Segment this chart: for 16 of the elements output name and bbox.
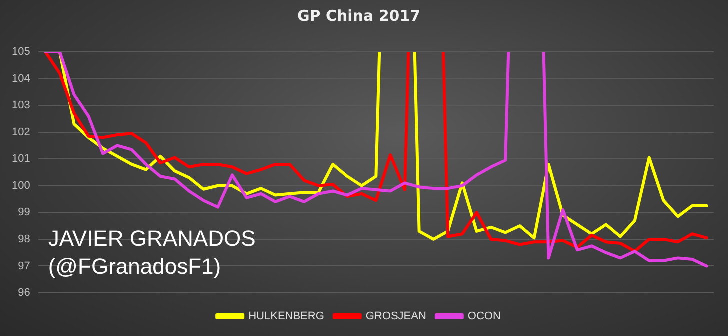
legend-label: OCON xyxy=(468,310,501,323)
annotation: JAVIER GRANADOS xyxy=(48,226,256,251)
y-tick-label: 96 xyxy=(18,287,30,300)
y-tick-label: 100 xyxy=(12,180,30,192)
y-tick-label: 102 xyxy=(12,126,30,138)
y-tick-label: 99 xyxy=(18,206,30,219)
legend-label: HULKENBERG xyxy=(248,310,324,323)
chart-title: GP China 2017 xyxy=(297,6,421,25)
legend-label: GROSJEAN xyxy=(366,310,426,323)
y-tick-label: 98 xyxy=(18,233,30,246)
y-tick-label: 105 xyxy=(12,46,30,58)
y-tick-label: 101 xyxy=(12,153,30,166)
annotation: (@FGranadosF1) xyxy=(48,254,222,279)
y-tick-label: 103 xyxy=(12,100,30,112)
y-tick-label: 104 xyxy=(12,72,30,85)
y-tick-label: 97 xyxy=(18,260,30,272)
